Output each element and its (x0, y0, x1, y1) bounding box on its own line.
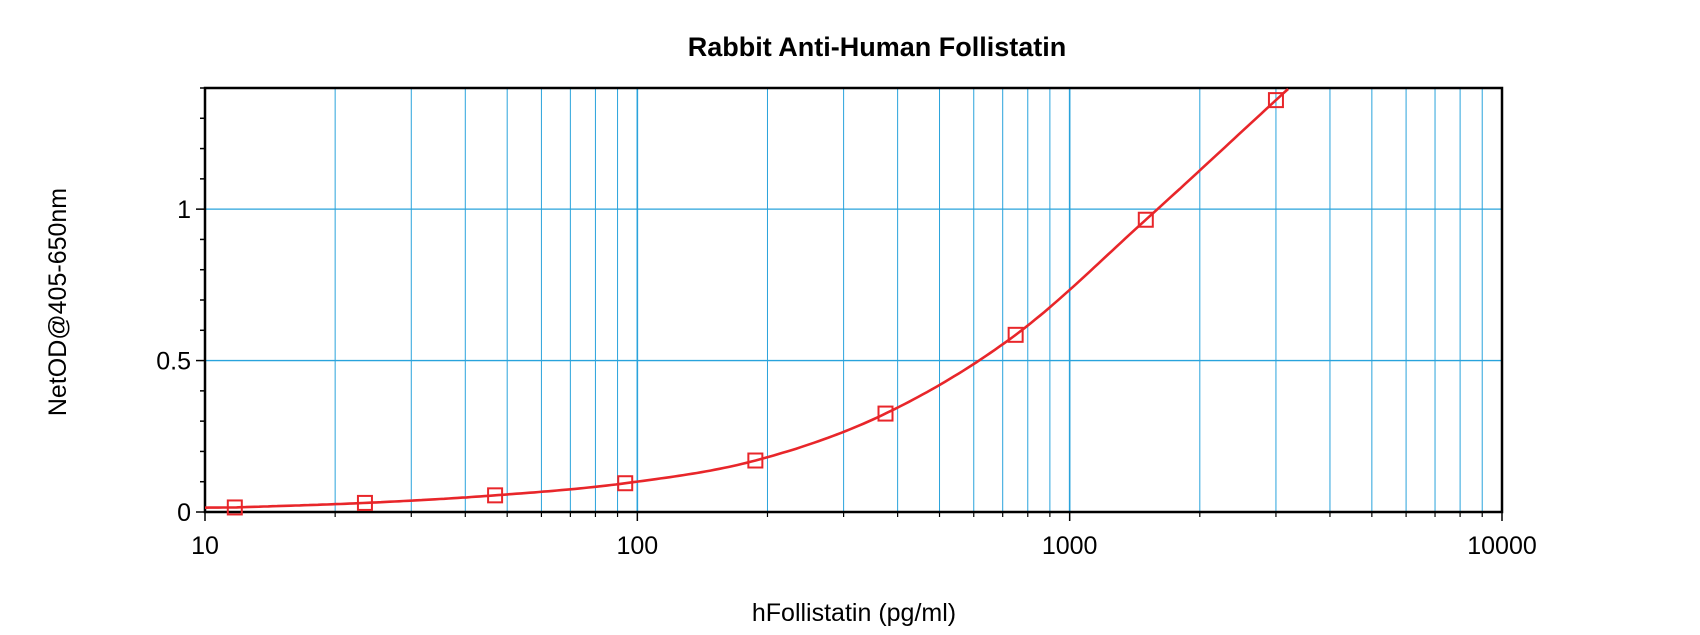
y-tick-label: 0 (177, 499, 191, 527)
data-point (487, 487, 504, 504)
data-point (747, 452, 764, 469)
y-tick-label: 0.5 (156, 348, 191, 376)
data-point (1267, 92, 1284, 109)
x-tick-label: 10000 (1467, 532, 1537, 560)
data-point (1137, 211, 1154, 228)
x-tick-label: 100 (616, 532, 658, 560)
plot-frame (203, 86, 1504, 514)
x-axis-label: hFollistatin (pg/ml) (752, 599, 956, 627)
data-point (1007, 326, 1024, 343)
chart-title: Rabbit Anti-Human Follistatin (688, 32, 1066, 62)
fit-curve-layer (204, 88, 1289, 509)
y-axis-label: NetOD@405-650nm (44, 188, 72, 416)
x-tick-label: 10 (191, 532, 219, 560)
x-tick-label: 1000 (1042, 532, 1098, 560)
y-tick-label: 1 (177, 196, 191, 224)
axes: 0 0.5 1 10 100 1000 10000 (156, 86, 1537, 560)
grid (205, 88, 1502, 512)
data-point (877, 405, 894, 422)
data-points (226, 92, 1284, 516)
data-point (226, 499, 243, 516)
data-point (617, 475, 634, 492)
fit-curve (204, 88, 1289, 509)
data-point (356, 494, 373, 511)
